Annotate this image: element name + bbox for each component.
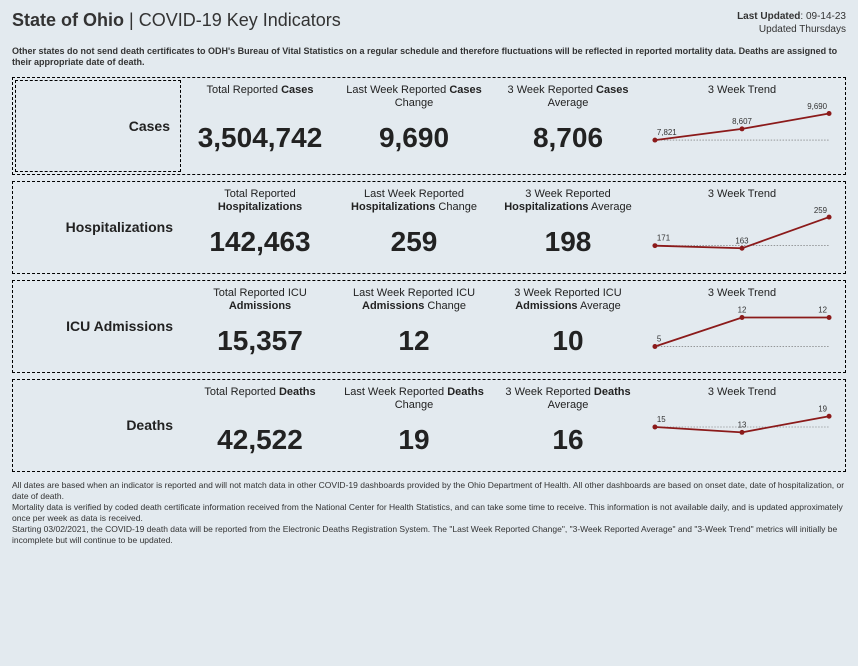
change-metric: Last Week Reported Deaths Change 19 xyxy=(337,380,491,471)
change-label: Last Week Reported Cases Change xyxy=(341,84,487,112)
svg-text:171: 171 xyxy=(657,233,671,242)
change-value: 9,690 xyxy=(341,122,487,154)
last-updated-label: Last Updated xyxy=(737,11,800,22)
indicator-row: ICU Admissions Total Reported ICU Admiss… xyxy=(12,280,846,373)
title-state: State of Ohio xyxy=(12,10,124,30)
total-value: 142,463 xyxy=(187,226,333,258)
total-value: 15,357 xyxy=(187,325,333,357)
avg-label: 3 Week Reported ICU Admissions Average xyxy=(495,287,641,315)
update-schedule: Updated Thursdays xyxy=(737,23,846,36)
trend-cell: 3 Week Trend 5 12 12 xyxy=(645,281,845,372)
title-sub: COVID-19 Key Indicators xyxy=(139,10,341,30)
trend-label: 3 Week Trend xyxy=(649,386,835,398)
change-value: 259 xyxy=(341,226,487,258)
svg-text:9,690: 9,690 xyxy=(807,102,827,111)
last-updated: Last Updated: 09-14-23 Updated Thursdays xyxy=(737,10,846,36)
change-label: Last Week Reported Deaths Change xyxy=(341,386,487,414)
svg-text:259: 259 xyxy=(814,206,828,215)
row-label: Hospitalizations xyxy=(66,219,173,235)
total-label: Total Reported Deaths xyxy=(187,386,333,414)
title-sep: | xyxy=(129,10,139,30)
row-label-box: Hospitalizations xyxy=(13,182,183,273)
avg-value: 10 xyxy=(495,325,641,357)
avg-label: 3 Week Reported Cases Average xyxy=(495,84,641,112)
avg-value: 8,706 xyxy=(495,122,641,154)
trend-cell: 3 Week Trend 7,821 8,607 9,690 xyxy=(645,78,845,174)
header: State of Ohio | COVID-19 Key Indicators … xyxy=(12,10,846,36)
footer-notes: All dates are based when an indicator is… xyxy=(12,480,846,546)
change-label: Last Week Reported Hospitalizations Chan… xyxy=(341,188,487,216)
avg-metric: 3 Week Reported Deaths Average 16 xyxy=(491,380,645,471)
total-label: Total Reported Hospitalizations xyxy=(187,188,333,216)
indicator-row: Deaths Total Reported Deaths 42,522 Last… xyxy=(12,379,846,472)
avg-value: 16 xyxy=(495,424,641,456)
avg-label: 3 Week Reported Deaths Average xyxy=(495,386,641,414)
total-label: Total Reported ICU Admissions xyxy=(187,287,333,315)
row-label-box: ICU Admissions xyxy=(13,281,183,372)
svg-text:8,607: 8,607 xyxy=(732,116,752,125)
svg-text:7,821: 7,821 xyxy=(657,128,677,137)
total-metric: Total Reported Cases 3,504,742 xyxy=(183,78,337,174)
top-disclaimer: Other states do not send death certifica… xyxy=(12,46,846,69)
trend-sparkline: 171 163 259 xyxy=(649,204,835,262)
total-metric: Total Reported Hospitalizations 142,463 xyxy=(183,182,337,273)
trend-sparkline: 5 12 12 xyxy=(649,303,835,361)
trend-label: 3 Week Trend xyxy=(649,84,835,96)
trend-label: 3 Week Trend xyxy=(649,287,835,299)
trend-cell: 3 Week Trend 15 13 19 xyxy=(645,380,845,471)
total-metric: Total Reported Deaths 42,522 xyxy=(183,380,337,471)
svg-text:12: 12 xyxy=(738,305,747,314)
svg-text:19: 19 xyxy=(818,404,827,413)
indicators-grid: Cases Total Reported Cases 3,504,742 Las… xyxy=(12,77,846,472)
svg-text:12: 12 xyxy=(818,305,827,314)
total-label: Total Reported Cases xyxy=(187,84,333,112)
avg-value: 198 xyxy=(495,226,641,258)
trend-label: 3 Week Trend xyxy=(649,188,835,200)
svg-text:5: 5 xyxy=(657,334,662,343)
last-updated-value: 09-14-23 xyxy=(806,11,846,22)
change-metric: Last Week Reported ICU Admissions Change… xyxy=(337,281,491,372)
indicator-row: Cases Total Reported Cases 3,504,742 Las… xyxy=(12,77,846,175)
page-title: State of Ohio | COVID-19 Key Indicators xyxy=(12,10,341,31)
total-value: 3,504,742 xyxy=(187,122,333,154)
avg-label: 3 Week Reported Hospitalizations Average xyxy=(495,188,641,216)
row-label-box: Deaths xyxy=(13,380,183,471)
row-label: Cases xyxy=(129,118,170,134)
row-label: Deaths xyxy=(126,417,173,433)
row-label: ICU Admissions xyxy=(66,318,173,334)
svg-text:13: 13 xyxy=(738,420,747,429)
footer-line: All dates are based when an indicator is… xyxy=(12,480,846,502)
footer-line: Starting 03/02/2021, the COVID-19 death … xyxy=(12,524,846,546)
change-label: Last Week Reported ICU Admissions Change xyxy=(341,287,487,315)
trend-sparkline: 7,821 8,607 9,690 xyxy=(649,100,835,158)
row-label-box: Cases xyxy=(15,80,181,172)
change-metric: Last Week Reported Cases Change 9,690 xyxy=(337,78,491,174)
total-metric: Total Reported ICU Admissions 15,357 xyxy=(183,281,337,372)
change-value: 12 xyxy=(341,325,487,357)
svg-text:15: 15 xyxy=(657,415,666,424)
svg-text:163: 163 xyxy=(735,236,749,245)
total-value: 42,522 xyxy=(187,424,333,456)
trend-sparkline: 15 13 19 xyxy=(649,402,835,460)
footer-line: Mortality data is verified by coded deat… xyxy=(12,502,846,524)
trend-cell: 3 Week Trend 171 163 259 xyxy=(645,182,845,273)
indicator-row: Hospitalizations Total Reported Hospital… xyxy=(12,181,846,274)
avg-metric: 3 Week Reported ICU Admissions Average 1… xyxy=(491,281,645,372)
change-value: 19 xyxy=(341,424,487,456)
avg-metric: 3 Week Reported Cases Average 8,706 xyxy=(491,78,645,174)
change-metric: Last Week Reported Hospitalizations Chan… xyxy=(337,182,491,273)
avg-metric: 3 Week Reported Hospitalizations Average… xyxy=(491,182,645,273)
